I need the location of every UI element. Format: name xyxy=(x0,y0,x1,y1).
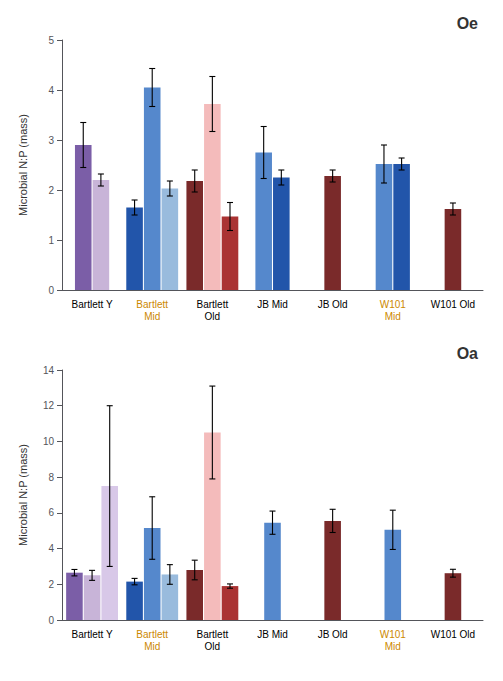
svg-text:JB Mid: JB Mid xyxy=(257,629,288,640)
svg-text:Mid: Mid xyxy=(144,311,160,322)
svg-text:Bartlett: Bartlett xyxy=(197,299,229,310)
svg-text:0: 0 xyxy=(48,285,54,296)
svg-text:Old: Old xyxy=(205,641,221,652)
svg-text:W101 Old: W101 Old xyxy=(431,629,475,640)
svg-text:Oe: Oe xyxy=(457,15,478,32)
svg-text:Oa: Oa xyxy=(457,345,478,362)
svg-text:Microbial N:P (mass): Microbial N:P (mass) xyxy=(17,444,29,546)
svg-text:JB Old: JB Old xyxy=(318,299,348,310)
svg-text:JB Old: JB Old xyxy=(318,629,348,640)
svg-text:2: 2 xyxy=(48,579,54,590)
svg-text:1: 1 xyxy=(48,235,54,246)
svg-text:Old: Old xyxy=(205,311,221,322)
svg-text:14: 14 xyxy=(43,365,55,376)
svg-text:5: 5 xyxy=(48,35,54,46)
svg-text:W101 Old: W101 Old xyxy=(431,299,475,310)
svg-text:6: 6 xyxy=(48,507,54,518)
svg-text:Bartlett: Bartlett xyxy=(136,299,168,310)
svg-text:W101: W101 xyxy=(380,299,407,310)
svg-text:Mid: Mid xyxy=(144,641,160,652)
svg-text:10: 10 xyxy=(43,436,55,447)
svg-text:Bartlett Y: Bartlett Y xyxy=(72,629,113,640)
svg-text:Bartlett: Bartlett xyxy=(136,629,168,640)
svg-text:8: 8 xyxy=(48,472,54,483)
svg-text:Mid: Mid xyxy=(385,311,401,322)
svg-text:12: 12 xyxy=(43,400,55,411)
svg-text:Bartlett Y: Bartlett Y xyxy=(72,299,113,310)
svg-text:Microbial N:P (mass): Microbial N:P (mass) xyxy=(17,114,29,216)
svg-text:4: 4 xyxy=(48,85,54,96)
svg-text:4: 4 xyxy=(48,543,54,554)
svg-text:0: 0 xyxy=(48,615,54,626)
svg-text:3: 3 xyxy=(48,135,54,146)
svg-text:2: 2 xyxy=(48,185,54,196)
svg-text:JB Mid: JB Mid xyxy=(257,299,288,310)
svg-text:Mid: Mid xyxy=(385,641,401,652)
svg-text:Bartlett: Bartlett xyxy=(197,629,229,640)
svg-text:W101: W101 xyxy=(380,629,407,640)
